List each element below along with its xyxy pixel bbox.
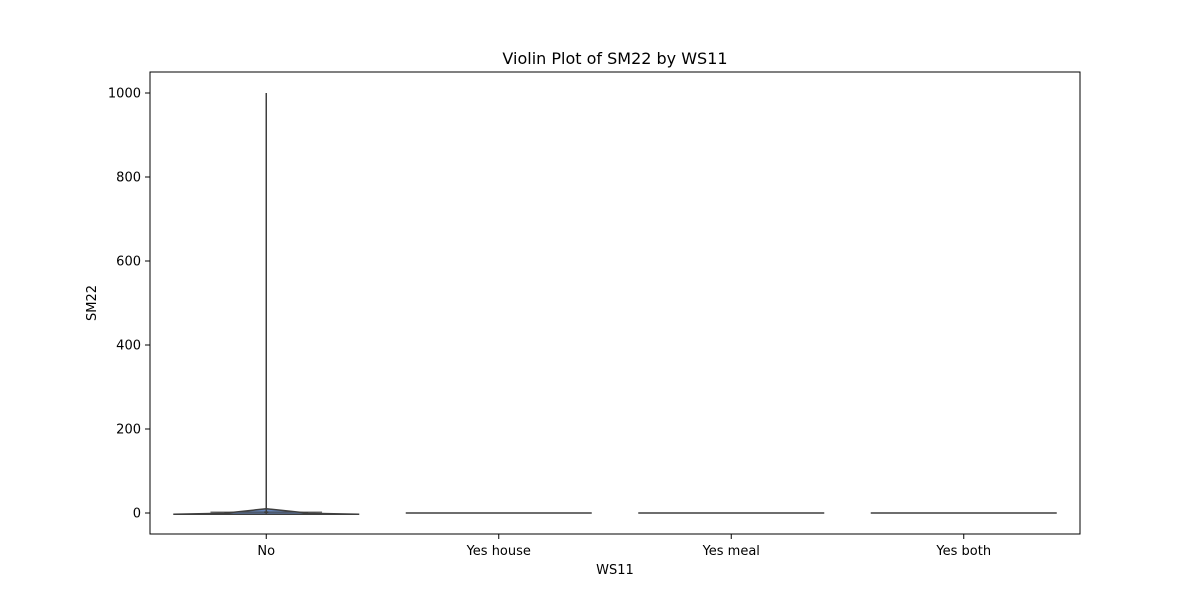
x-tick-label: Yes meal xyxy=(702,544,760,559)
y-tick-label: 1000 xyxy=(108,87,141,102)
x-tick-label: Yes house xyxy=(466,544,531,559)
x-axis-label: WS11 xyxy=(596,563,634,578)
y-tick-label: 0 xyxy=(133,507,141,522)
y-tick-label: 400 xyxy=(116,339,141,354)
chart-title: Violin Plot of SM22 by WS11 xyxy=(502,49,727,68)
y-axis: 0 200 400 600 800 1000 xyxy=(108,87,150,522)
y-tick-label: 200 xyxy=(116,423,141,438)
y-axis-label: SM22 xyxy=(85,285,100,321)
plot-area xyxy=(173,93,1057,516)
violin-no xyxy=(173,93,360,516)
x-tick-label: Yes both xyxy=(935,544,991,559)
x-tick-label: No xyxy=(257,544,275,559)
plot-frame xyxy=(149,71,1081,535)
y-tick-label: 800 xyxy=(116,171,141,186)
x-axis: No Yes house Yes meal Yes both xyxy=(257,534,991,559)
y-tick-label: 600 xyxy=(116,255,141,270)
